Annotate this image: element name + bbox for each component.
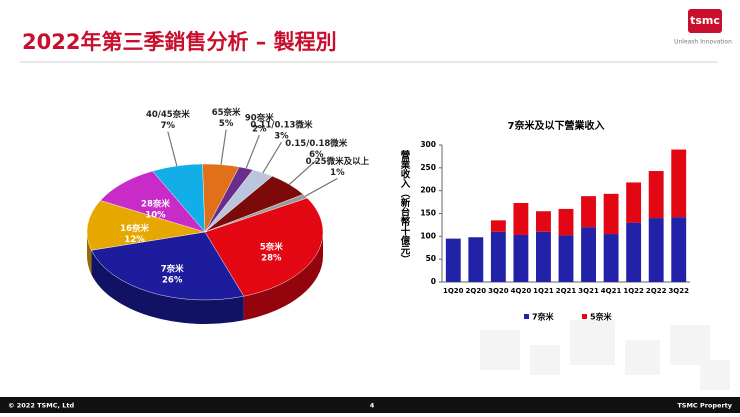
x-tick-label: 3Q20 [488, 287, 509, 295]
y-tick-label: 200 [420, 186, 436, 195]
slice-label: 40/45奈米 [146, 109, 190, 120]
leader-line [262, 141, 282, 174]
logo: tsmc [690, 14, 720, 27]
bar-segment [558, 235, 574, 282]
pie-slice [86, 200, 206, 251]
y-tick-label: 250 [420, 163, 436, 172]
tagline: Unleash Innovation [674, 39, 732, 46]
bar-segment [671, 149, 687, 218]
bar-segment [513, 234, 529, 282]
y-tick-label: 0 [431, 277, 436, 286]
x-tick-label: 1Q20 [443, 287, 464, 295]
bar-segment [581, 196, 596, 228]
slice-label: 0.11/0.13微米 [250, 120, 313, 131]
x-tick-label: 2Q22 [646, 287, 667, 295]
bar-segment [468, 237, 484, 282]
slice-value: 2% [252, 125, 267, 135]
logo-box [688, 9, 722, 33]
y-tick-label: 300 [420, 140, 436, 149]
slice-label: 16奈米 [120, 223, 149, 234]
x-tick-label: 1Q21 [533, 287, 554, 295]
bar-segment [536, 231, 551, 282]
slice-value: 3% [274, 132, 289, 142]
pie-side [243, 232, 323, 321]
slice-label: 65奈米 [212, 107, 241, 118]
leader-line [288, 159, 317, 185]
bar-segment [626, 222, 642, 282]
pie-slice [100, 170, 206, 233]
slice-value: 28% [261, 254, 282, 264]
slice-label: 0.15/0.18微米 [285, 138, 348, 149]
slice-label: 0.25微米及以上 [306, 156, 370, 167]
slice-label: 5奈米 [260, 242, 283, 253]
bar-segment [626, 182, 642, 223]
slice-value: 6% [309, 150, 324, 160]
slice-label: 90奈米 [245, 113, 274, 124]
slice-value: 7% [161, 121, 176, 131]
bar-segment [603, 234, 619, 282]
x-tick-label: 1Q22 [623, 287, 644, 295]
x-tick-label: 2Q21 [556, 287, 577, 295]
leader-line [220, 129, 227, 165]
pie-side [87, 232, 92, 275]
slice-value: 1% [330, 168, 345, 178]
pie-side [91, 250, 244, 325]
pie-slice [204, 197, 324, 297]
x-tick-label: 2Q20 [466, 287, 487, 295]
slice-label: 28奈米 [141, 198, 170, 209]
bar-segment [445, 238, 461, 282]
bar-segment [648, 218, 664, 282]
bar-segment [671, 217, 687, 282]
legend-label: 7奈米 [532, 312, 555, 322]
leader-line [304, 177, 338, 197]
slice-value: 5% [219, 119, 234, 129]
bar-segment [603, 193, 619, 235]
bar-segment [536, 211, 551, 232]
y-tick-label: 150 [420, 209, 436, 218]
y-tick-label: 100 [420, 231, 436, 240]
decor-squares [480, 320, 730, 390]
bar-segment [513, 202, 529, 235]
x-tick-label: 3Q22 [668, 287, 689, 295]
y-axis-label: 營業收入（新台幣十億元） [399, 149, 412, 264]
page-number: 4 [370, 402, 375, 410]
leader-line [245, 134, 260, 169]
legend-label: 5奈米 [590, 312, 613, 322]
x-tick-label: 4Q20 [511, 287, 532, 295]
slice-value: 10% [145, 210, 166, 220]
slice-value: 26% [162, 276, 183, 286]
bar-segment [581, 227, 596, 282]
bar-title: 7奈米及以下營業收入 [508, 119, 605, 132]
x-tick-label: 3Q21 [578, 287, 599, 295]
y-tick-label: 50 [426, 254, 436, 263]
x-tick-label: 4Q21 [601, 287, 622, 295]
bar-segment [490, 231, 506, 282]
bar-segment [558, 208, 574, 236]
footer-bar [0, 397, 740, 413]
slide-title: 2022年第三季銷售分析 – 製程別 [22, 30, 337, 54]
bar-segment [490, 220, 506, 232]
bar-segment [648, 171, 664, 219]
leader-line [167, 131, 178, 167]
footer-left: © 2022 TSMC, Ltd [8, 402, 74, 410]
legend-swatch [582, 314, 587, 319]
slice-value: 12% [124, 235, 145, 245]
footer-right: TSMC Property [677, 402, 732, 410]
slice-label: 7奈米 [161, 264, 184, 275]
legend-swatch [524, 314, 529, 319]
pie-slice [91, 231, 245, 301]
